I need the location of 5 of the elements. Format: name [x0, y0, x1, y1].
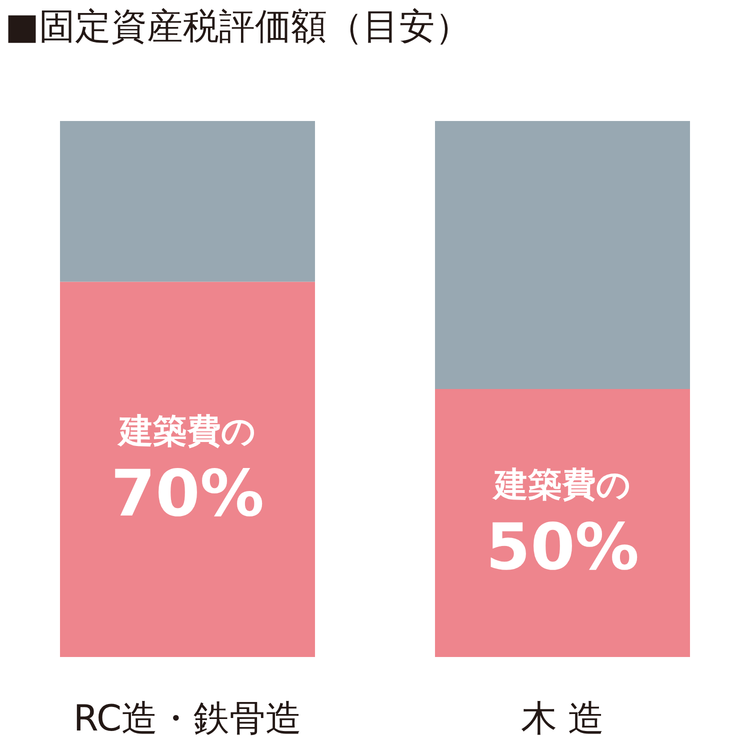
data-label: 建築費の 70% [110, 411, 264, 532]
chart-title: ■固定資産税評価額（目安） [5, 6, 472, 48]
x-tick-label: 木 造 [520, 698, 604, 740]
x-tick-label: RC造・鉄骨造 [73, 698, 302, 740]
data-label: 建築費の 50% [486, 465, 640, 585]
